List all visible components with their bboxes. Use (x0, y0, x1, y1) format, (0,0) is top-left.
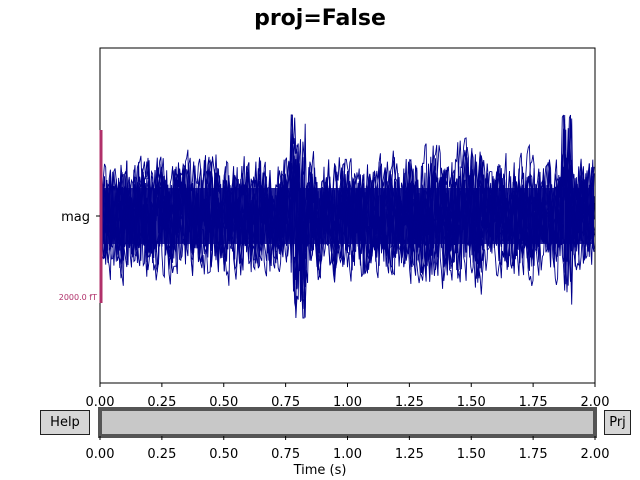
scroll-x-tick-label-3: 0.75 (271, 447, 300, 462)
scroll-x-tick-label-8: 2.00 (581, 447, 610, 462)
main-x-tick-label-5: 1.25 (395, 395, 424, 410)
main-x-tick-label-8: 2.00 (581, 395, 610, 410)
scroll-x-tick-label-6: 1.50 (457, 447, 486, 462)
help-button[interactable]: Help (40, 410, 90, 435)
scroll-x-tick-label-1: 0.25 (147, 447, 176, 462)
scroll-x-tick-label-0: 0.00 (86, 447, 115, 462)
scroll-x-tick-label-2: 0.50 (209, 447, 238, 462)
main-x-tick-label-0: 0.00 (86, 395, 115, 410)
channel-label: mag (61, 210, 90, 225)
main-x-tick-label-1: 0.25 (147, 395, 176, 410)
x-axis-label: Time (s) (293, 463, 347, 478)
main-x-tick-label-6: 1.50 (457, 395, 486, 410)
scroll-x-tick-label-4: 1.00 (333, 447, 362, 462)
scale-bar-label: 2000.0 fT (59, 293, 97, 302)
main-x-ticks: 0.00 0.25 0.50 0.75 1.00 1.25 1.50 1.75 2.00 (86, 383, 610, 410)
figure-title: proj=False (254, 6, 386, 31)
main-x-tick-label-4: 1.00 (333, 395, 362, 410)
scroll-x-tick-label-7: 1.75 (519, 447, 548, 462)
projector-button[interactable]: Prj (604, 410, 631, 435)
main-x-tick-label-2: 0.50 (209, 395, 238, 410)
meg-trace (100, 123, 595, 303)
time-scrollbar-thumb[interactable] (98, 407, 597, 438)
main-x-tick-label-7: 1.75 (519, 395, 548, 410)
main-x-tick-label-3: 0.75 (271, 395, 300, 410)
scroll-x-tick-label-5: 1.25 (395, 447, 424, 462)
data-traces (100, 114, 595, 319)
scroll-x-ticks: 0.00 0.25 0.50 0.75 1.00 1.25 1.50 1.75 2.00 (86, 436, 610, 462)
meg-trace (100, 128, 595, 319)
